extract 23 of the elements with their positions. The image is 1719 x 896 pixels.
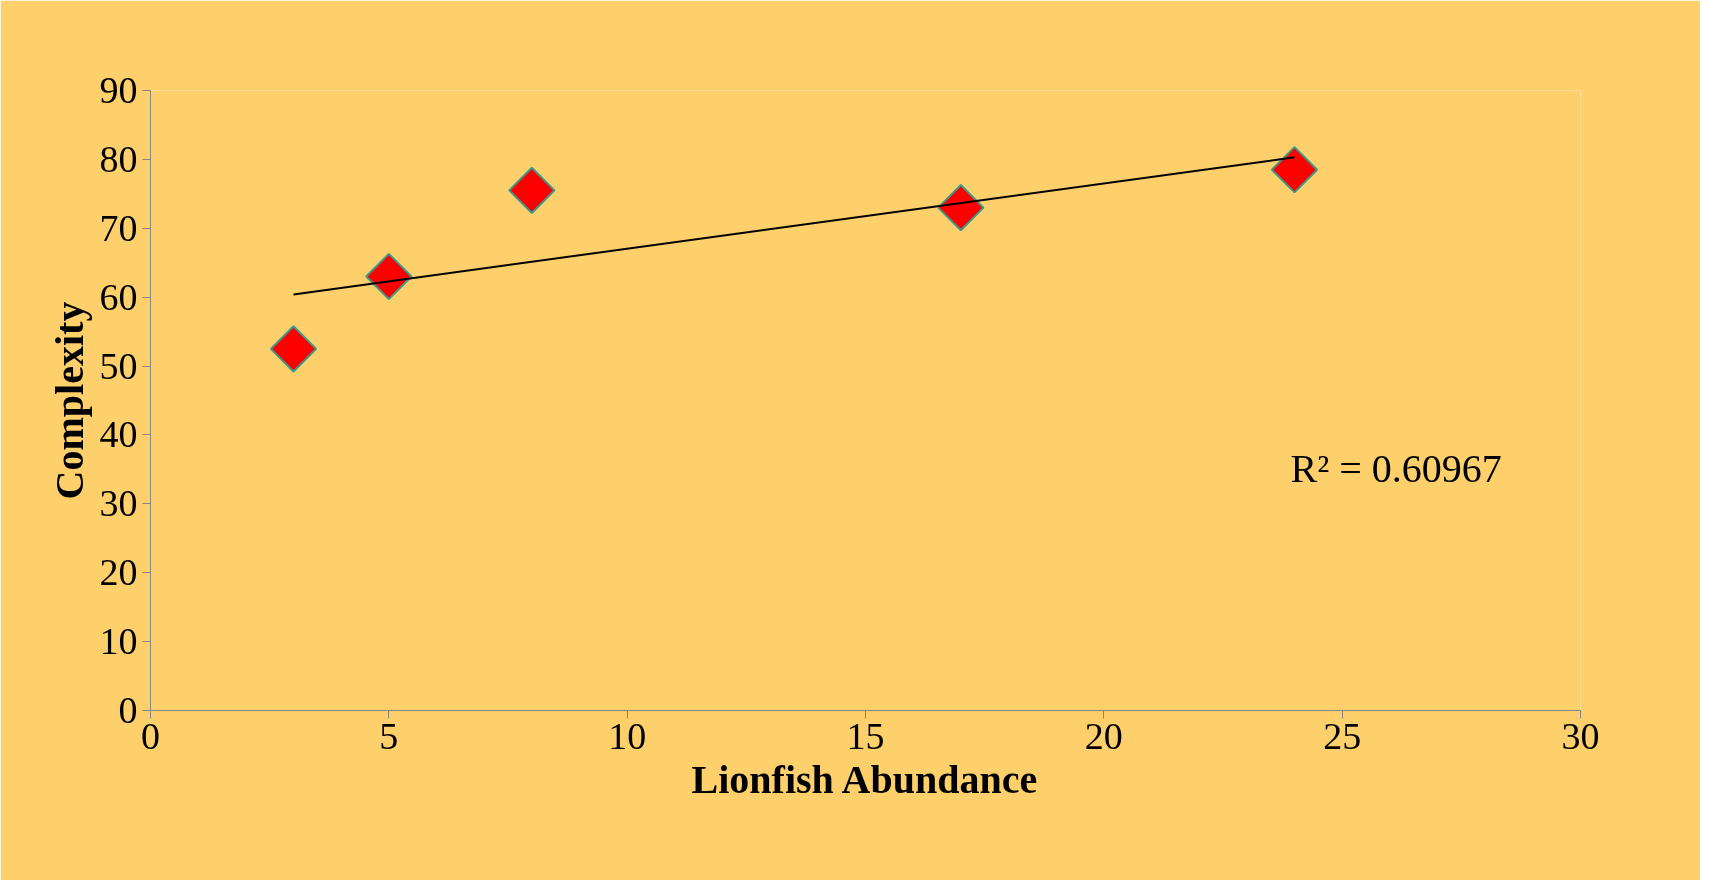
point — [937, 183, 985, 232]
point — [269, 325, 318, 373]
x-tick-label: 10 — [608, 714, 647, 757]
y-tick-label: 30 — [99, 482, 138, 525]
x-tick-label: 30 — [1561, 714, 1600, 757]
y-axis-title: Complexity — [46, 301, 92, 500]
y-tick-label: 40 — [99, 413, 138, 456]
x-tick-label: 20 — [1084, 714, 1123, 757]
x-axis-title: Lionfish Abundance — [691, 756, 1038, 802]
y-tick-label: 10 — [99, 620, 138, 663]
y-tick-label: 50 — [99, 344, 138, 387]
x-tick-label: 5 — [379, 714, 399, 757]
point — [508, 166, 556, 215]
y-tick-label: 70 — [99, 206, 138, 249]
y-tick-label: 90 — [99, 69, 138, 111]
y-tick-label: 60 — [99, 275, 138, 318]
x-tick-label: 15 — [846, 714, 885, 757]
y-tick-label: 80 — [99, 137, 138, 180]
point — [1270, 146, 1319, 194]
annotation: R² = 0.60967 — [1290, 445, 1502, 491]
y-tick-label: 20 — [99, 551, 138, 594]
x-tick-label: 25 — [1323, 714, 1362, 757]
point — [365, 252, 413, 301]
